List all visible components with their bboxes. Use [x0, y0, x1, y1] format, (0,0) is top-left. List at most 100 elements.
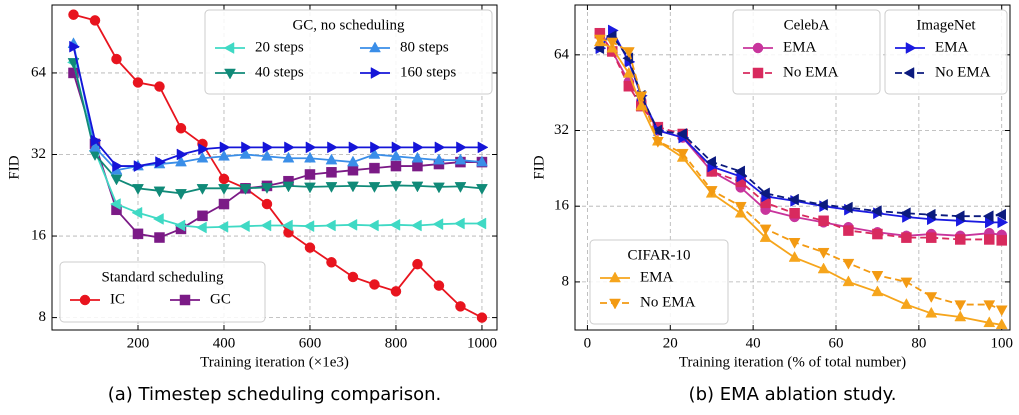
marker [433, 182, 445, 194]
marker [676, 148, 689, 160]
legend-marker [905, 42, 917, 54]
marker [282, 151, 295, 163]
x-tick-label: 0 [584, 335, 592, 351]
legend-title: Standard scheduling [101, 269, 224, 285]
marker [390, 160, 402, 172]
marker [111, 53, 122, 65]
marker [995, 318, 1008, 330]
y-tick-label: 16 [31, 227, 47, 243]
marker [239, 184, 252, 195]
marker [953, 210, 965, 223]
x-tick-label: 200 [127, 335, 150, 351]
legend-marker [370, 67, 382, 79]
marker [217, 220, 229, 233]
plot-frame [51, 4, 498, 331]
plot-frame [574, 4, 1011, 331]
legend-label: EMA [783, 39, 817, 55]
marker [69, 40, 81, 53]
legend-label: 80 steps [400, 39, 449, 55]
legend-marker [609, 298, 621, 310]
marker [606, 37, 619, 49]
marker [454, 153, 467, 165]
legend-title: CIFAR-10 [627, 247, 690, 263]
y-tick-label: 8 [39, 309, 47, 325]
legend-marker [179, 294, 191, 306]
marker [759, 187, 770, 200]
legend-label: 160 steps [400, 64, 456, 80]
marker [759, 231, 772, 242]
marker [651, 137, 664, 148]
marker [926, 232, 937, 243]
marker [995, 208, 1006, 221]
marker [109, 198, 121, 210]
marker [152, 213, 164, 225]
marker [433, 153, 445, 165]
x-tick-label: 600 [299, 335, 322, 351]
legend-label: No EMA [783, 64, 839, 80]
marker [367, 219, 379, 232]
marker [434, 141, 446, 154]
legend-title: CelebA [784, 17, 830, 33]
marker [705, 186, 718, 197]
marker [284, 141, 295, 154]
y-axis-label: FID [531, 155, 547, 179]
x-axis-label: Training iteration (×1e3) [200, 354, 349, 370]
marker [348, 141, 360, 154]
marker [368, 147, 381, 159]
legend-marker [609, 271, 621, 283]
marker [788, 193, 799, 206]
marker [843, 225, 854, 236]
marker [281, 219, 293, 232]
legend-label: EMA [935, 39, 969, 55]
marker [347, 155, 359, 167]
legend-label: No EMA [935, 64, 991, 80]
marker [984, 234, 995, 245]
marker [476, 312, 488, 323]
legend-label: IC [110, 291, 125, 307]
marker [622, 47, 635, 58]
marker [198, 143, 210, 156]
legend-label: No EMA [640, 294, 696, 310]
legend-label: EMA [640, 269, 674, 285]
marker [219, 141, 231, 154]
marker [817, 247, 830, 259]
marker [454, 182, 467, 193]
marker [734, 201, 747, 213]
marker [175, 189, 187, 200]
marker [174, 219, 186, 232]
legend-label: 40 steps [255, 64, 304, 80]
marker [477, 141, 489, 154]
marker [391, 141, 403, 154]
marker [68, 9, 79, 20]
marker [411, 151, 424, 163]
marker [705, 156, 716, 168]
marker [347, 164, 359, 176]
marker [413, 141, 424, 154]
marker [997, 216, 1009, 229]
marker [261, 149, 273, 161]
marker [412, 160, 423, 172]
marker [475, 217, 487, 230]
y-tick-label: 16 [554, 198, 570, 214]
marker [788, 238, 801, 249]
marker [954, 300, 967, 312]
marker [176, 148, 188, 161]
legend-label: GC [210, 291, 231, 307]
marker [326, 167, 337, 178]
marker [635, 99, 648, 111]
marker [453, 217, 465, 230]
series-line [599, 38, 1003, 311]
x-tick-label: 800 [385, 335, 408, 351]
marker [197, 210, 208, 222]
y-tick-label: 32 [554, 122, 569, 138]
marker [154, 232, 165, 243]
marker [154, 81, 165, 92]
marker [261, 183, 273, 194]
legend-marker [224, 68, 236, 80]
marker [238, 220, 250, 233]
marker [622, 66, 635, 78]
marker [925, 306, 938, 318]
marker [305, 141, 317, 154]
plot-area [593, 24, 1009, 330]
marker [110, 174, 123, 186]
